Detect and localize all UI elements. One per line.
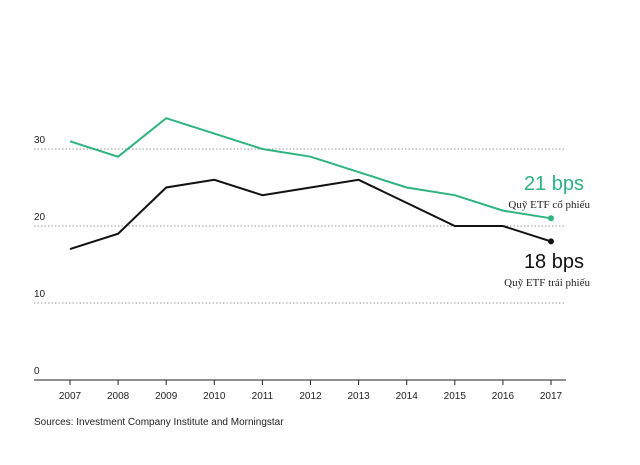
series-line-bond <box>69 178 552 251</box>
x-tick-label-2015: 2015 <box>444 391 467 402</box>
x-tick-label-2016: 2016 <box>492 391 515 402</box>
x-tick-label-2008: 2008 <box>107 391 130 402</box>
y-tick-label-0: 0 <box>34 366 40 377</box>
end-value-label-bond: 18 bps <box>524 251 584 273</box>
x-tick-label-2013: 2013 <box>347 391 370 402</box>
point-bond-2017 <box>548 238 554 245</box>
x-axis-ticks: 2007 2008 2009 2010 2011 2012 2013 2014 2015 2016… <box>59 380 563 402</box>
gridlines <box>34 148 566 304</box>
y-tick-label-30: 30 <box>34 135 46 146</box>
y-tick-label-10: 10 <box>34 289 46 300</box>
x-tick-label-2011: 2011 <box>252 391 274 402</box>
source-note: Sources: Investment Company Institute an… <box>34 417 284 428</box>
x-tick-label-2007: 2007 <box>59 391 82 402</box>
x-tick-label-2009: 2009 <box>155 391 178 402</box>
y-axis-ticks: 0 10 20 30 <box>34 135 46 377</box>
x-tick-label-2012: 2012 <box>299 391 322 402</box>
end-value-label-equity: 21 bps <box>524 173 584 195</box>
series-lines <box>69 117 554 251</box>
y-tick-label-20: 20 <box>34 212 46 223</box>
x-tick-label-2017: 2017 <box>540 391 563 402</box>
point-equity-2017 <box>548 215 554 222</box>
x-tick-label-2010: 2010 <box>203 391 226 402</box>
series-name-label-bond: Quỹ ETF trái phiếu <box>504 277 590 289</box>
series-name-label-equity: Quỹ ETF cổ phiếu <box>508 199 590 211</box>
series-line-equity <box>69 117 552 220</box>
end-labels: 21 bps Quỹ ETF cổ phiếu 18 bps Quỹ ETF trái… <box>504 173 590 289</box>
x-tick-label-2014: 2014 <box>396 391 419 402</box>
